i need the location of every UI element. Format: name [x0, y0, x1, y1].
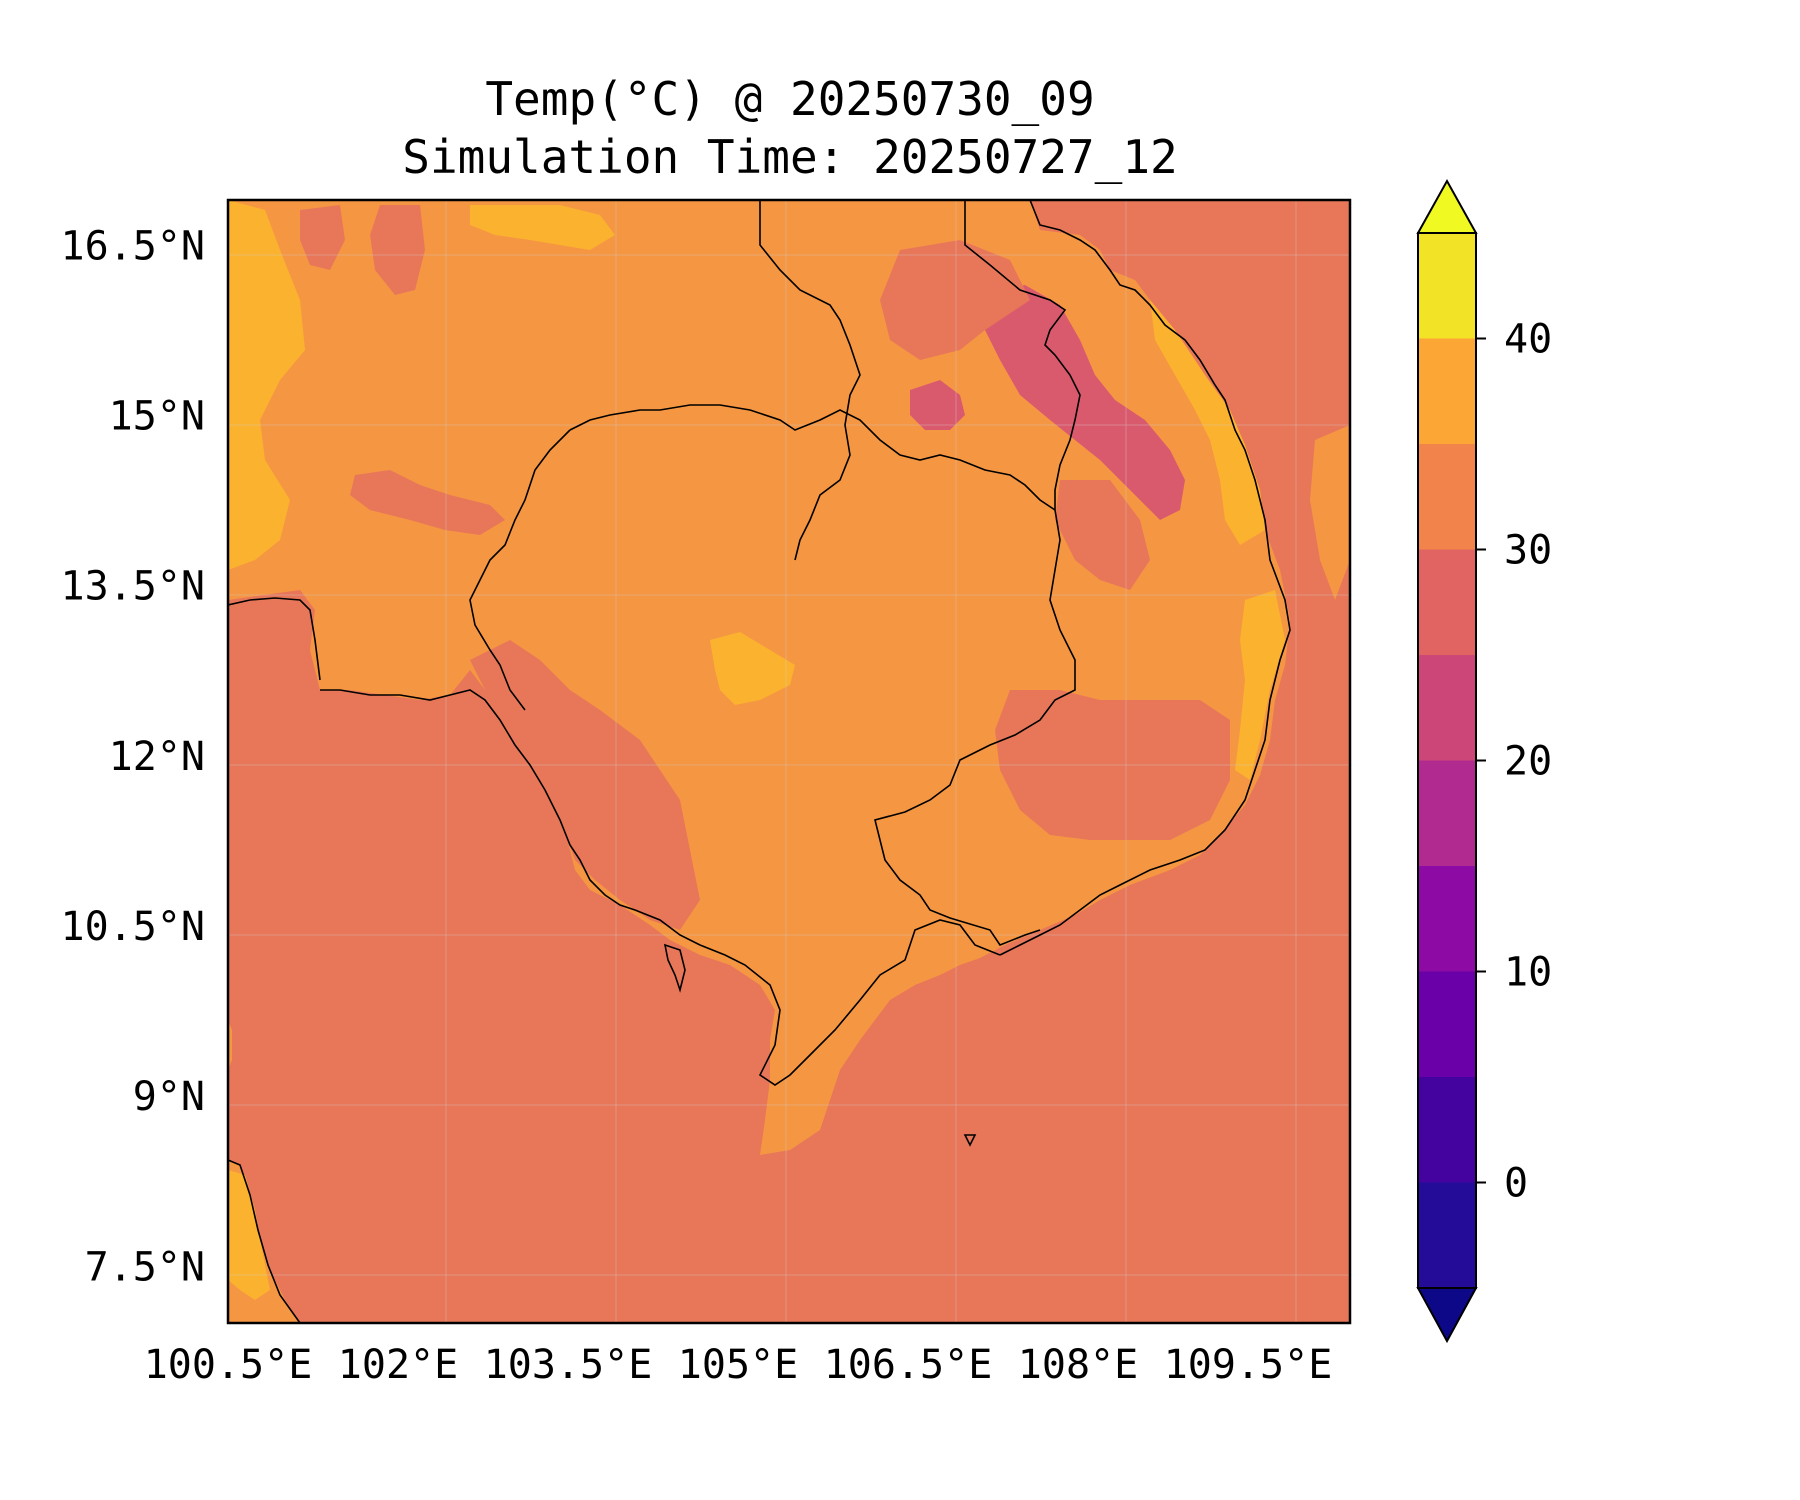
colorbar-segment — [1418, 338, 1476, 444]
colorbar-segment — [1418, 1182, 1476, 1288]
warm-zone-south-highlands — [995, 690, 1230, 840]
colorbar-extend-min — [1416, 1287, 1478, 1344]
colorbar-tick-label: 0 — [1504, 1161, 1528, 1207]
y-tick-label: 10.5°N — [61, 904, 206, 950]
colorbar-tick-label: 40 — [1504, 317, 1552, 363]
map-area — [228, 200, 1350, 1323]
coastline-peninsula — [228, 1159, 301, 1323]
y-tick-label: 13.5°N — [61, 564, 206, 610]
chart-title-line2: Simulation Time: 20250727_12 — [402, 130, 1178, 184]
y-tick-label: 15°N — [109, 394, 205, 440]
y-tick-label: 9°N — [133, 1074, 205, 1120]
island-phu-quoc — [663, 943, 686, 993]
colorbar-extend-max — [1416, 178, 1478, 234]
y-tick-label: 16.5°N — [61, 223, 206, 269]
hot-zone-cambodia-center — [710, 632, 795, 705]
x-tick-label: 100.5°E — [144, 1342, 313, 1388]
x-tick-label: 108°E — [1018, 1342, 1138, 1388]
colorbar-segment — [1418, 760, 1476, 866]
colorbar-segment — [1418, 1077, 1476, 1183]
warm-zone-thai-gulf-coast — [228, 620, 300, 800]
hot-zone-peninsula — [228, 1170, 270, 1300]
colorbar: 40 30 20 10 0 — [1416, 178, 1552, 1344]
hot-zone-thai-north — [470, 205, 615, 250]
colorbar-segment — [1418, 655, 1476, 761]
cool-zone-central-highlands — [985, 285, 1185, 520]
coastlines-and-borders — [228, 200, 1291, 1323]
cool-zone-plateau-west — [910, 380, 965, 430]
border-cambodia-laos — [569, 404, 1056, 511]
warm-zone-thai-north-1 — [300, 205, 345, 270]
warm-zone-thai-mid — [350, 470, 505, 535]
x-tick-label: 103.5°E — [484, 1342, 653, 1388]
coastline-vietnam-east — [999, 200, 1291, 956]
colorbar-tick-label: 30 — [1504, 528, 1552, 574]
island-con-son — [963, 1134, 977, 1147]
x-tick-label: 105°E — [678, 1342, 798, 1388]
warm-zone-vn-highlands — [880, 240, 1030, 360]
border-laos-vietnam — [964, 200, 1081, 510]
colorbar-tick-label: 10 — [1504, 950, 1552, 996]
hot-zone-vn-coast-south — [1235, 590, 1285, 780]
hot-zone-vn-coast — [1150, 300, 1265, 545]
y-tick-label: 12°N — [109, 734, 205, 780]
warm-zone-thai-north-2 — [370, 205, 425, 295]
gridlines — [228, 200, 1350, 1323]
border-laos-thailand — [759, 200, 861, 561]
border-cambodia-thailand — [469, 429, 571, 711]
colorbar-tick-label: 20 — [1504, 739, 1552, 785]
plot-frame — [226, 198, 1352, 1325]
border-thailand-west — [228, 597, 321, 681]
x-tick-label: 109.5°E — [1164, 1342, 1333, 1388]
hot-zone-thai-west — [228, 200, 305, 570]
y-axis-ticks: 16.5°N 15°N 13.5°N 12°N 10.5°N 9°N 7.5°N — [61, 223, 206, 1290]
hot-zone-vn-northeast — [1310, 425, 1350, 600]
x-axis-ticks: 100.5°E 102°E 103.5°E 105°E 106.5°E 108°E 109.… — [144, 1342, 1333, 1388]
coastline-mekong-delta — [699, 919, 1001, 1086]
border-cambodia-vietnam — [874, 509, 1076, 946]
y-tick-label: 7.5°N — [85, 1244, 205, 1290]
colorbar-segment — [1418, 233, 1476, 339]
x-tick-label: 102°E — [338, 1342, 458, 1388]
colorbar-segment — [1418, 866, 1476, 972]
colorbar-segment — [1418, 444, 1476, 550]
x-tick-label: 106.5°E — [824, 1342, 993, 1388]
warm-zone-vn-interior — [1055, 480, 1150, 590]
coastline-cambodia-thai-gulf — [320, 689, 701, 946]
colorbar-segment — [1418, 549, 1476, 655]
colorbar-segment — [1418, 971, 1476, 1077]
warm-zone-cardamom-coast — [470, 640, 700, 930]
chart-title-line1: Temp(°C) @ 20250730_09 — [485, 72, 1095, 126]
